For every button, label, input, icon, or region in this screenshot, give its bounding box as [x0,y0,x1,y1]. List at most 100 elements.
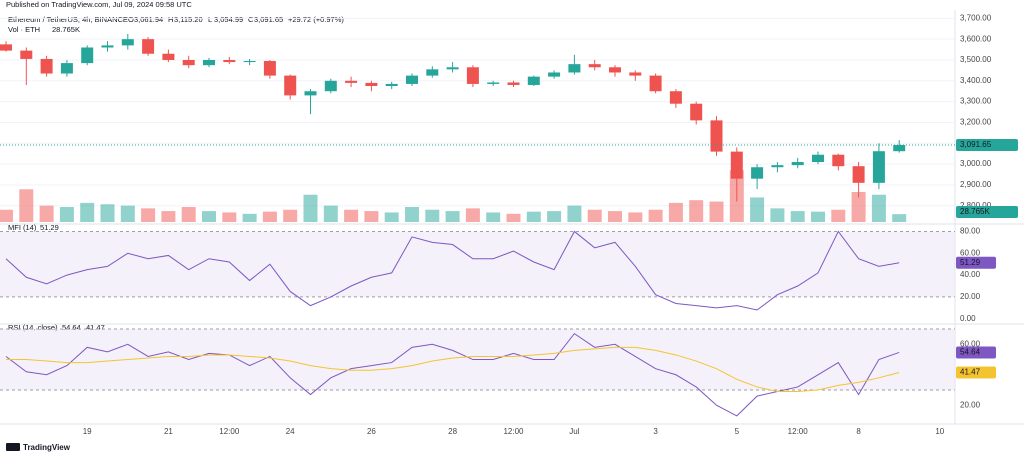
y-tick-label: 3,300.00 [960,97,992,106]
volume-bar [547,211,562,222]
candle-body [568,64,581,73]
volume-bar [587,209,602,222]
volume-bar [0,209,13,222]
value-badge [956,346,996,359]
candle-body [466,67,479,84]
volume-bar [323,205,338,222]
symbol: Ethereum / TetherUS, 4h, BINANCE [8,15,128,24]
volume-bar [668,202,683,222]
candle-body [588,64,601,68]
x-tick-label: 19 [83,427,92,436]
candle-body [548,72,561,77]
candle-body [487,82,500,84]
y-tick-label: 0.00 [960,314,976,323]
x-tick-label: 5 [735,427,740,436]
x-tick-label: 24 [286,427,295,436]
ohlc-key: L [208,15,212,24]
candle-body [710,120,723,152]
volume-bar [120,205,135,222]
candle-body [527,76,540,85]
rsi-value: 54.64 [62,323,81,332]
candle-body [771,165,784,168]
ohlc-value: 3,054.99 [214,15,243,24]
volume-bar [465,208,480,222]
candle-body [812,154,824,163]
y-tick-label: 3,600.00 [960,34,992,43]
candle-body [609,67,621,73]
volume-bar [871,194,886,222]
candle-body [365,82,378,87]
ohlc-value: 3,061.94 [134,15,163,24]
x-tick-label: 12:00 [219,427,240,436]
y-tick-label: 20.00 [960,292,981,301]
volume-bar [750,197,765,222]
volume-bar [344,209,359,222]
candle-body [223,59,236,63]
volume-bar [405,207,419,222]
volume-bar [506,213,521,222]
price-change: +29.72 (+0.97%) [288,15,344,24]
value-badge-label: 54.64 [960,348,981,357]
band-fill [0,231,955,297]
candle-body [121,39,134,46]
volume-bar [811,211,825,222]
volume-bar [242,213,257,222]
y-tick-label: 80.00 [960,227,981,236]
candle-body [263,61,276,76]
candle-body [0,44,12,51]
series-line [6,346,900,393]
volume-bar [689,200,704,222]
x-tick-label: 28 [448,427,457,436]
volume-label: 28.765K [960,207,990,216]
volume-bar [283,209,298,222]
volume-bar [181,207,196,222]
ohlc-key: H [168,15,173,24]
candle-body [852,166,865,183]
volume-bar [486,212,501,222]
candle-body [20,50,33,59]
x-tick-label: 21 [164,427,173,436]
candle-body [284,75,297,96]
logo-icon [6,443,20,451]
candle-body [60,63,73,74]
y-tick-label: 3,500.00 [960,55,992,64]
volume-bar [161,211,176,222]
volume-bar [851,192,866,222]
series-line [5,230,900,311]
series-line [5,332,900,417]
y-tick-label: 3,000.00 [960,159,992,168]
volume-bar [202,211,216,222]
y-tick-label: 2,800.00 [960,201,992,210]
y-tick-label: 40.00 [960,270,981,279]
y-tick-label: 3,400.00 [960,76,992,85]
rsi-ma-value: 41.47 [86,323,105,332]
published-note: Published on TradingView.com, Jul 09, 20… [6,0,192,9]
candle-body [203,59,215,66]
volume-bar [59,207,74,222]
candle-body [751,167,764,179]
volume-bar [567,205,582,222]
mfi-title: MFI (14) [8,223,37,232]
last-price-badge [956,139,1018,152]
y-tick-label: 2,900.00 [960,180,992,189]
ohlc-value: 3,115.20 [174,15,203,24]
y-tick-label: 3,700.00 [960,13,992,22]
candle-body [507,82,520,85]
volume-bar [831,209,846,222]
candle-body [81,47,94,64]
volume-value: 28.765K [52,25,80,34]
candle-body [690,103,703,121]
volume-bar [100,204,115,222]
x-tick-label: 10 [935,427,944,436]
y-tick-label: 60.00 [960,339,981,348]
mfi-value: 51.29 [40,223,59,232]
candle-body [446,67,459,70]
ohlc-key: C [248,15,254,24]
volume-title: Vol · ETH [8,25,40,34]
candle-body [182,59,195,66]
volume-bar [141,208,156,222]
volume-bar [364,211,379,222]
candle-body [649,75,662,92]
candle-body [406,75,418,84]
